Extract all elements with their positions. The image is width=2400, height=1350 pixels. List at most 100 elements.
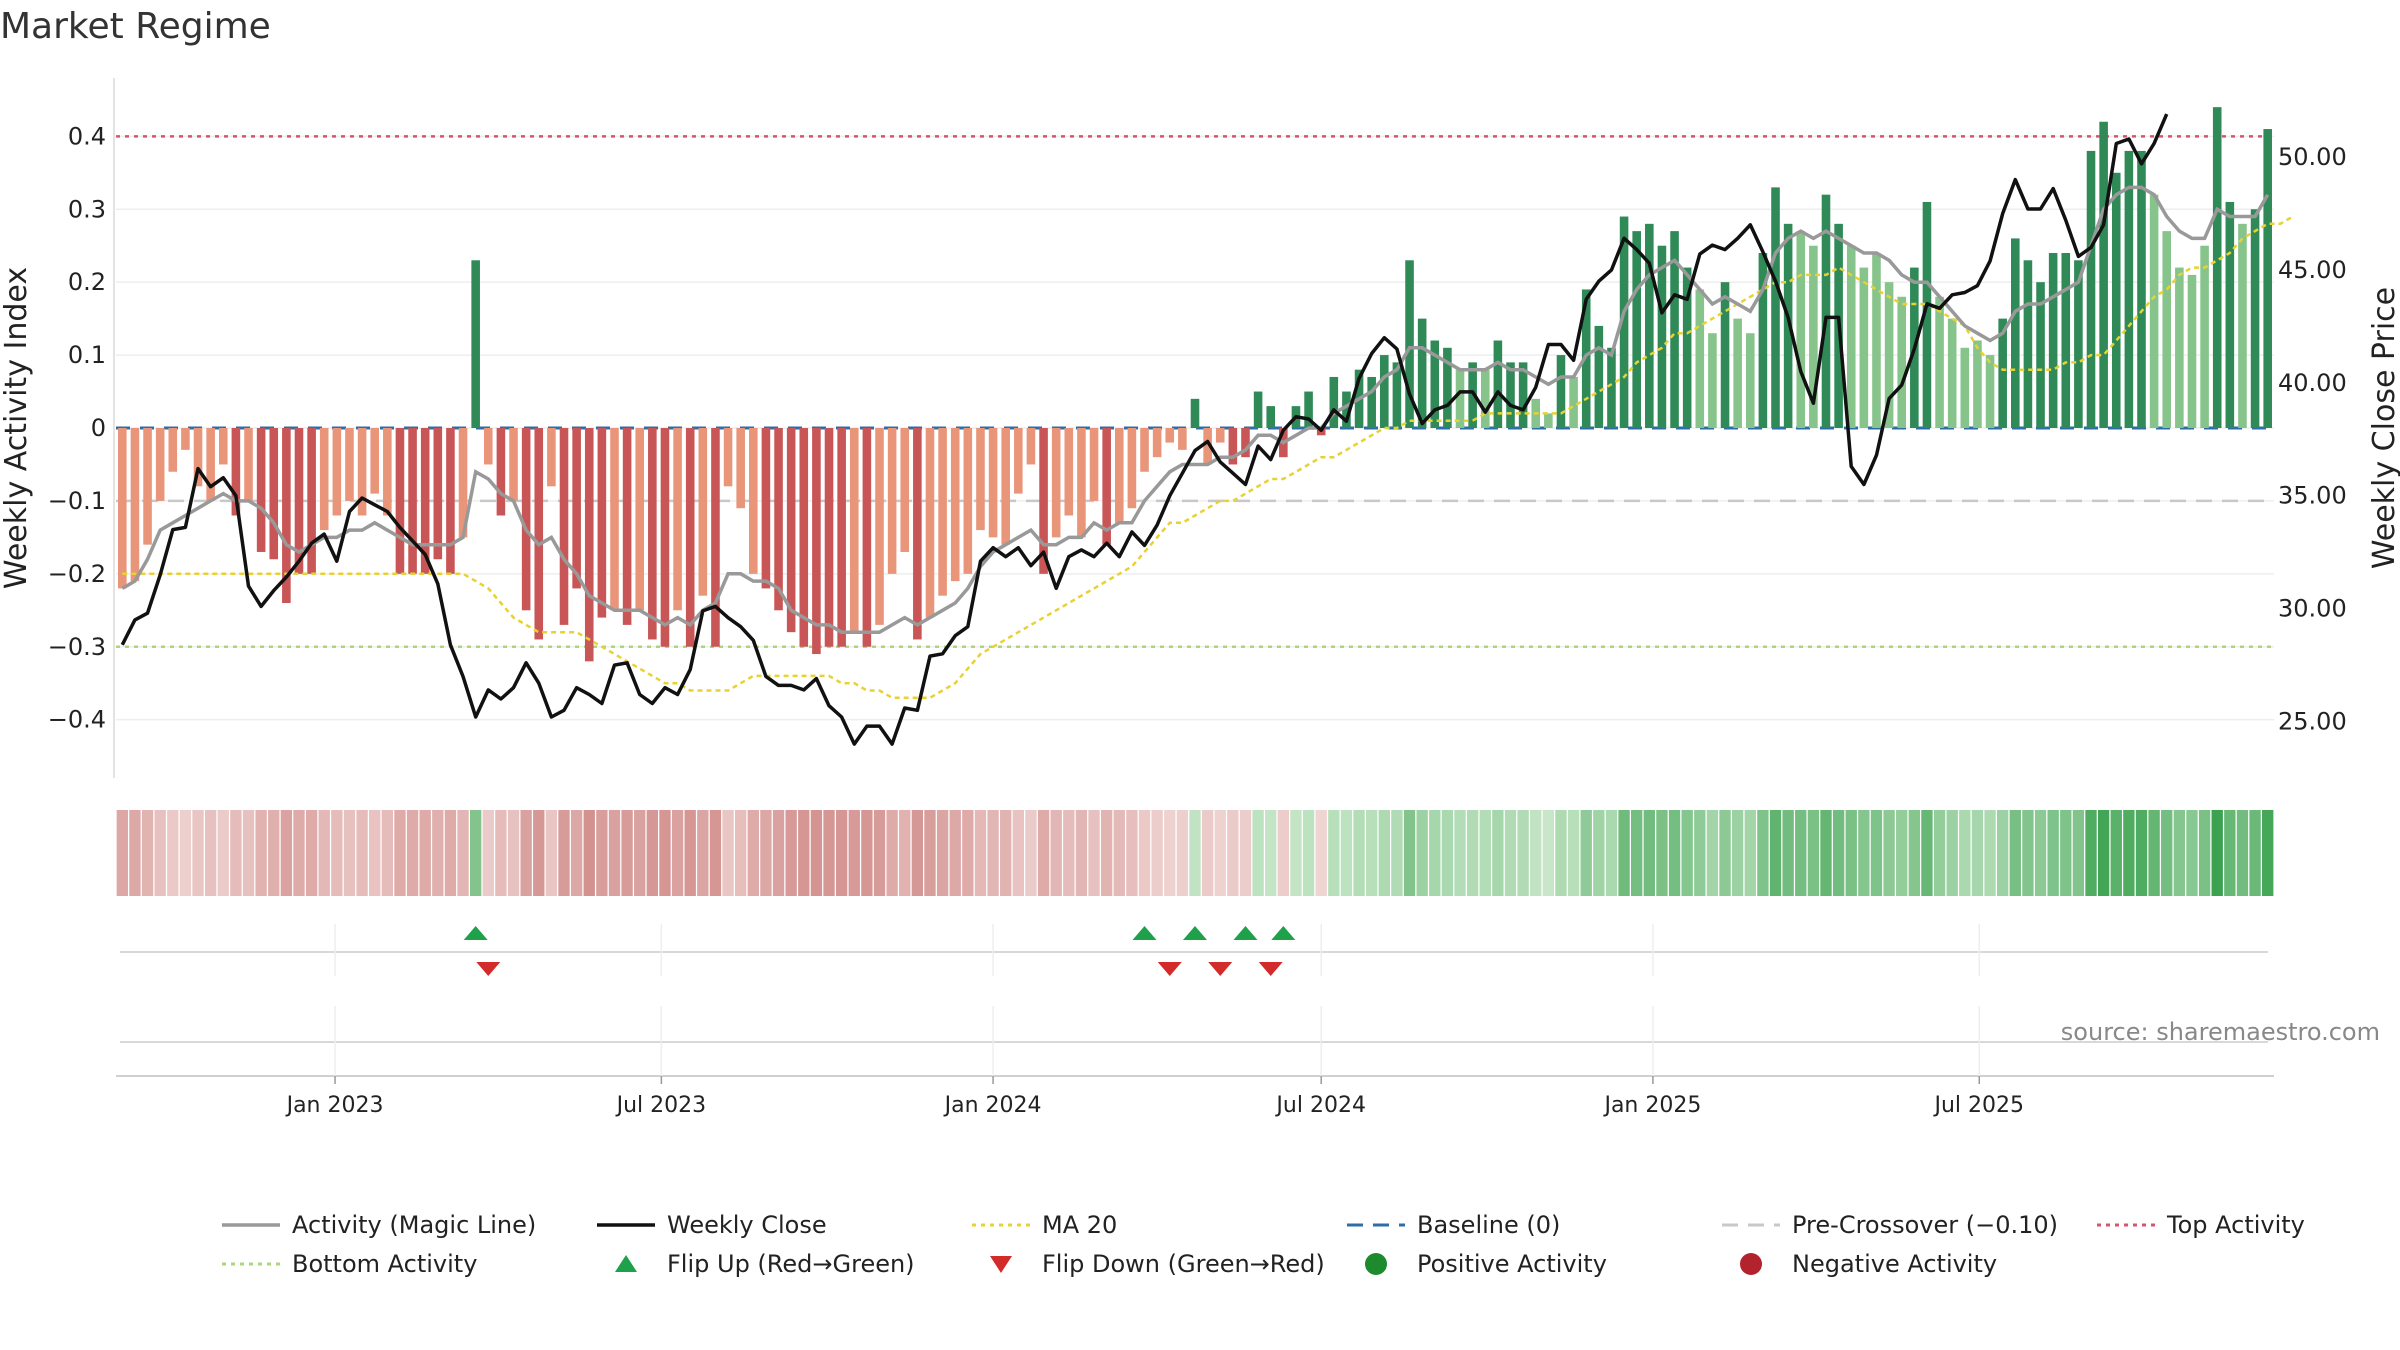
regime-cell xyxy=(1454,810,1466,896)
activity-bar xyxy=(1846,245,1856,428)
activity-bar xyxy=(1922,201,1932,428)
legend: Activity (Magic Line) Weekly Close MA 20 Ba… xyxy=(222,1211,2305,1278)
legend-item-flipdown: Flip Down (Green→Red) xyxy=(990,1250,1325,1278)
activity-bar xyxy=(1758,253,1768,428)
regime-cell xyxy=(1277,810,1290,896)
regime-cell xyxy=(558,810,570,896)
regime-cell xyxy=(1996,810,2009,896)
activity-bar xyxy=(1518,362,1528,428)
flip-down-marker xyxy=(1258,962,1283,976)
activity-bar xyxy=(155,428,165,501)
regime-cell xyxy=(1832,810,1845,896)
regime-cell xyxy=(507,810,520,896)
activity-bar xyxy=(1594,325,1604,428)
regime-cell xyxy=(671,810,684,896)
regime-cell xyxy=(141,810,154,896)
legend-label: Flip Up (Red→Green) xyxy=(667,1250,915,1278)
activity-bar xyxy=(1480,369,1490,428)
activity-bar xyxy=(2124,150,2134,428)
activity-bar xyxy=(307,428,316,574)
regime-cell xyxy=(154,810,166,896)
regime-cell xyxy=(1353,810,1365,896)
activity-bar xyxy=(1607,347,1616,428)
legend-label: Weekly Close xyxy=(667,1211,827,1239)
activity-bar xyxy=(1443,347,1452,428)
activity-bar xyxy=(1884,282,1894,428)
regime-cell xyxy=(1984,810,1996,896)
regime-cell xyxy=(2198,810,2211,896)
activity-bar xyxy=(950,428,960,582)
regime-cell xyxy=(1782,810,1794,896)
regime-cell xyxy=(697,810,709,896)
activity-bar xyxy=(1014,428,1023,494)
activity-bar xyxy=(976,428,985,531)
activity-bar xyxy=(1102,428,1111,545)
regime-cell xyxy=(1492,810,1504,896)
activity-bar xyxy=(1809,245,1818,428)
activity-bar xyxy=(1304,391,1313,428)
regime-cell xyxy=(1340,810,1353,896)
legend-item-top: Top Activity xyxy=(2097,1211,2305,1239)
activity-bar xyxy=(786,428,796,633)
series-lines xyxy=(120,113,2294,746)
legend-swatch xyxy=(990,1256,1012,1273)
activity-bar xyxy=(1001,428,1010,545)
regime-cell xyxy=(735,810,747,896)
regime-cell xyxy=(482,810,494,896)
regime-cell xyxy=(419,810,431,896)
regime-cell xyxy=(1694,810,1706,896)
regime-cell xyxy=(242,810,255,896)
right-tick-label: 40.00 xyxy=(2278,369,2347,397)
regime-cell xyxy=(167,810,179,896)
activity-bar xyxy=(458,428,468,538)
activity-bar xyxy=(1077,428,1086,538)
regime-cell xyxy=(305,810,318,896)
regime-cell xyxy=(1517,810,1529,896)
regime-cell xyxy=(1391,810,1403,896)
regime-cell xyxy=(1719,810,1731,896)
activity-bar xyxy=(584,428,594,662)
regime-cell xyxy=(1176,810,1189,896)
activity-bar xyxy=(244,428,253,501)
regime-cell xyxy=(217,810,229,896)
regime-cell xyxy=(2022,810,2034,896)
activity-bar xyxy=(483,428,493,465)
activity-bar xyxy=(1380,355,1389,428)
right-tick-label: 35.00 xyxy=(2278,482,2347,510)
regime-cell xyxy=(2009,810,2021,896)
activity-bar xyxy=(1329,376,1339,428)
right-axis-title: Weekly Close Price xyxy=(2367,287,2400,569)
regime-cell xyxy=(709,810,722,896)
date-tick-label: Jul 2023 xyxy=(615,1093,707,1118)
activity-bar xyxy=(1392,362,1402,428)
chart-title: Market Regime xyxy=(0,6,271,47)
regime-cell xyxy=(848,810,860,896)
activity-bar xyxy=(1632,231,1641,428)
regime-cell xyxy=(1858,810,1870,896)
regime-cell xyxy=(545,810,558,896)
regime-cell xyxy=(1618,810,1630,896)
activity-bar xyxy=(862,428,872,647)
reference-lines xyxy=(116,135,2274,648)
activity-bar xyxy=(635,428,645,611)
regime-cell xyxy=(1971,810,1984,896)
regime-cell xyxy=(1668,810,1681,896)
activity-bar xyxy=(547,428,556,487)
activity-bar xyxy=(433,428,443,560)
activity-bar xyxy=(1872,253,1881,428)
activity-bar xyxy=(345,428,354,501)
left-tick-label: 0 xyxy=(91,414,106,442)
regime-cell xyxy=(1088,810,1100,896)
flip-up-marker xyxy=(1233,926,1258,940)
activity-bar xyxy=(332,428,342,516)
activity-bar xyxy=(534,428,544,640)
regime-cell xyxy=(1706,810,1719,896)
regime-cell xyxy=(1479,810,1491,896)
regime-cell xyxy=(406,810,419,896)
activity-bar xyxy=(1405,260,1414,428)
regime-cell xyxy=(760,810,772,896)
regime-cell xyxy=(1315,810,1327,896)
activity-bar xyxy=(181,428,190,450)
regime-cell xyxy=(1214,810,1226,896)
regime-cell xyxy=(1567,810,1580,896)
